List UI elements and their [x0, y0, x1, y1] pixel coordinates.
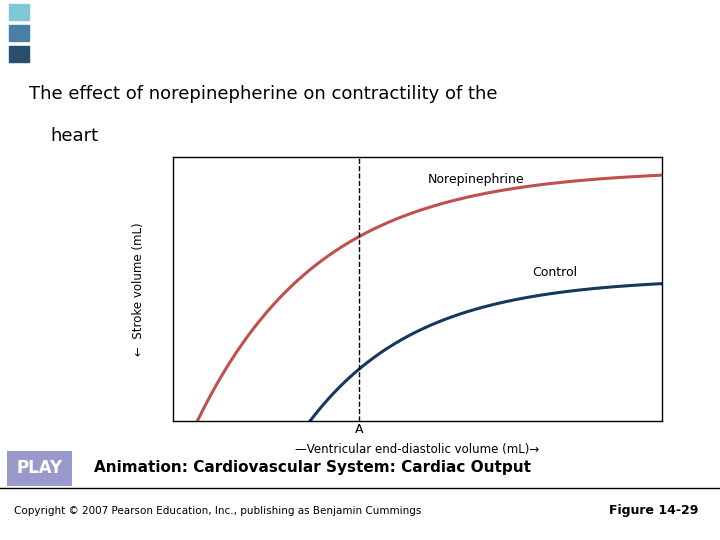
- Text: Control: Control: [532, 266, 577, 279]
- Text: Inotropic Effect: Inotropic Effect: [42, 25, 284, 52]
- Text: Norepinephrine: Norepinephrine: [428, 173, 525, 186]
- Text: ←  Stroke volume (mL): ← Stroke volume (mL): [132, 222, 145, 356]
- Bar: [9, 25, 29, 40]
- Text: Animation: Cardiovascular System: Cardiac Output: Animation: Cardiovascular System: Cardia…: [94, 460, 531, 475]
- Bar: [9, 4, 29, 19]
- Text: Copyright © 2007 Pearson Education, Inc., publishing as Benjamin Cummings: Copyright © 2007 Pearson Education, Inc.…: [14, 506, 422, 516]
- Text: The effect of norepinepherine on contractility of the: The effect of norepinepherine on contrac…: [29, 85, 498, 103]
- Text: PLAY: PLAY: [17, 458, 63, 476]
- Text: heart: heart: [50, 127, 99, 145]
- Text: Figure 14-29: Figure 14-29: [609, 504, 698, 517]
- Text: A: A: [354, 423, 363, 436]
- Text: —Ventricular end-diastolic volume (mL)→: —Ventricular end-diastolic volume (mL)→: [295, 443, 540, 456]
- Bar: [7, 451, 72, 486]
- Bar: [9, 46, 29, 62]
